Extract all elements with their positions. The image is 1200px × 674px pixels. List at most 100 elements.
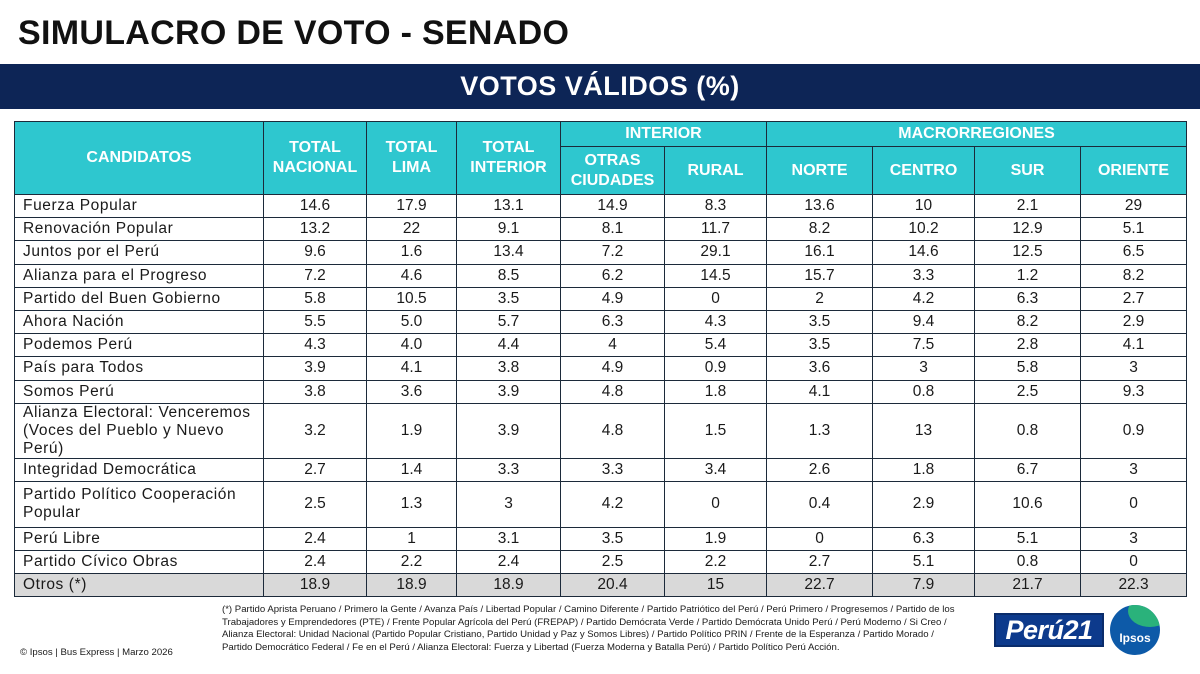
value-cell: 4.1	[1080, 333, 1188, 358]
candidate-name: Partido del Buen Gobierno	[14, 286, 264, 311]
table-row: Alianza para el Progreso 7.2 4.6 8.5 6.2 14.5…	[14, 263, 1188, 288]
value-cell: 13.1	[456, 193, 561, 219]
value-cell: 6.3	[872, 526, 976, 552]
header-centro: CENTRO	[872, 146, 976, 195]
value-cell: 4.9	[560, 286, 665, 311]
value-cell: 4.6	[366, 263, 457, 288]
value-cell: 29	[1080, 193, 1188, 219]
value-cell: 0	[766, 526, 874, 552]
value-cell: 9.4	[872, 309, 976, 335]
value-cell: 2.9	[1080, 309, 1188, 335]
value-cell: 14.6	[872, 240, 976, 265]
header-candidatos: CANDIDATOS	[14, 121, 264, 195]
value-cell: 7.2	[560, 240, 665, 265]
value-cell: 0.9	[1080, 402, 1188, 459]
value-cell: 1.5	[663, 402, 768, 459]
candidate-name: Juntos por el Perú	[14, 240, 264, 265]
value-cell: 15.7	[766, 263, 874, 288]
candidate-name: Somos Perú	[14, 379, 264, 404]
value-cell: 0	[1080, 550, 1188, 575]
value-cell: 13.2	[263, 217, 367, 242]
results-table: CANDIDATOS TOTAL NACIONAL TOTAL LIMA TOT…	[14, 121, 1188, 598]
value-cell: 13	[872, 402, 976, 459]
header-rural: RURAL	[663, 146, 768, 195]
value-cell: 3.3	[560, 457, 665, 482]
value-cell: 18.9	[456, 573, 561, 598]
header-total-interior: TOTAL INTERIOR	[456, 121, 561, 195]
value-cell: 0.8	[872, 379, 976, 404]
value-cell: 22.7	[766, 573, 874, 598]
value-cell: 4.1	[366, 356, 457, 381]
table-row: Juntos por el Perú 9.6 1.6 13.4 7.2 29.1 16.1 1…	[14, 240, 1188, 265]
value-cell: 29.1	[663, 240, 768, 265]
value-cell: 13.4	[456, 240, 561, 265]
value-cell: 12.9	[974, 217, 1082, 242]
header-otras-ciudades: OTRAS CIUDADES	[560, 146, 665, 195]
value-cell: 3.3	[872, 263, 976, 288]
value-cell: 10.5	[366, 286, 457, 311]
value-cell: 2.5	[560, 550, 665, 575]
value-cell: 18.9	[263, 573, 367, 598]
value-cell: 16.1	[766, 240, 874, 265]
candidate-name: Partido Político Cooperación Popular	[14, 480, 264, 528]
page-title: SIMULACRO DE VOTO - SENADO	[18, 14, 570, 52]
value-cell: 1.2	[974, 263, 1082, 288]
value-cell: 5.0	[366, 309, 457, 335]
value-cell: 2.4	[263, 550, 367, 575]
candidate-name: Fuerza Popular	[14, 193, 264, 219]
value-cell: 15	[663, 573, 768, 598]
value-cell: 4.9	[560, 356, 665, 381]
value-cell: 5.1	[974, 526, 1082, 552]
value-cell: 2.4	[263, 526, 367, 552]
value-cell: 7.5	[872, 333, 976, 358]
value-cell: 11.7	[663, 217, 768, 242]
value-cell: 2.7	[766, 550, 874, 575]
value-cell: 2	[766, 286, 874, 311]
value-cell: 9.6	[263, 240, 367, 265]
table-row: Partido Cívico Obras 2.4 2.2 2.4 2.5 2.2 2.7 5.…	[14, 550, 1188, 575]
value-cell: 3.2	[263, 402, 367, 459]
ipsos-logo: Ipsos	[1110, 605, 1160, 655]
value-cell: 2.7	[263, 457, 367, 482]
value-cell: 3.6	[766, 356, 874, 381]
value-cell: 8.2	[974, 309, 1082, 335]
value-cell: 18.9	[366, 573, 457, 598]
value-cell: 3	[456, 480, 561, 528]
table-row: Perú Libre 2.4 1 3.1 3.5 1.9 0 6.3 5.1 3	[14, 526, 1188, 552]
value-cell: 8.2	[1080, 263, 1188, 288]
value-cell: 2.4	[456, 550, 561, 575]
value-cell: 8.5	[456, 263, 561, 288]
value-cell: 6.5	[1080, 240, 1188, 265]
value-cell: 3.9	[263, 356, 367, 381]
candidate-name: Perú Libre	[14, 526, 264, 552]
peru21-logo: Perú21	[994, 613, 1104, 647]
value-cell: 7.9	[872, 573, 976, 598]
value-cell: 8.3	[663, 193, 768, 219]
table-row: Fuerza Popular 14.6 17.9 13.1 14.9 8.3 13.6 10 2…	[14, 193, 1188, 219]
value-cell: 22.3	[1080, 573, 1188, 598]
value-cell: 0.4	[766, 480, 874, 528]
candidate-name: Alianza Electoral: Venceremos (Voces del…	[14, 402, 264, 459]
table-row: País para Todos 3.9 4.1 3.8 4.9 0.9 3.6 3 5.8 3	[14, 356, 1188, 381]
value-cell: 10.2	[872, 217, 976, 242]
value-cell: 4.1	[766, 379, 874, 404]
value-cell: 4.4	[456, 333, 561, 358]
value-cell: 14.5	[663, 263, 768, 288]
ipsos-arc-icon	[1128, 605, 1160, 627]
value-cell: 13.6	[766, 193, 874, 219]
value-cell: 3.8	[263, 379, 367, 404]
value-cell: 7.2	[263, 263, 367, 288]
value-cell: 2.5	[974, 379, 1082, 404]
table-row: Ahora Nación 5.5 5.0 5.7 6.3 4.3 3.5 9.4 8.2 2.9	[14, 309, 1188, 335]
value-cell: 5.8	[263, 286, 367, 311]
table-row: Otros (*) 18.9 18.9 18.9 20.4 15 22.7 7.9 21.7 22…	[14, 573, 1188, 598]
table-row: Alianza Electoral: Venceremos (Voces del…	[14, 402, 1188, 459]
subtitle-banner: VOTOS VÁLIDOS (%)	[0, 64, 1200, 109]
header-total-lima: TOTAL LIMA	[366, 121, 457, 195]
header-oriente: ORIENTE	[1080, 146, 1188, 195]
value-cell: 6.2	[560, 263, 665, 288]
value-cell: 8.2	[766, 217, 874, 242]
value-cell: 3.9	[456, 379, 561, 404]
value-cell: 1.9	[663, 526, 768, 552]
value-cell: 10.6	[974, 480, 1082, 528]
